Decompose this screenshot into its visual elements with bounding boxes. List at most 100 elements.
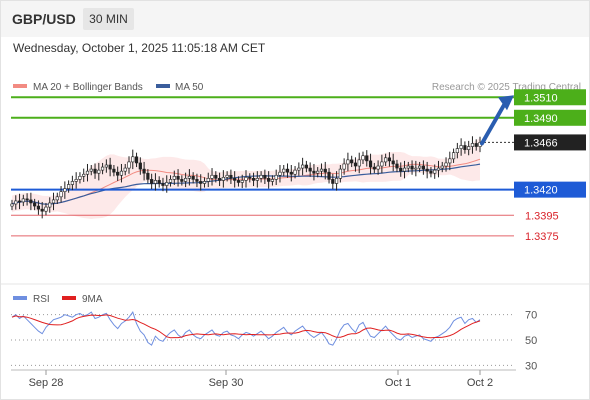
candle	[116, 166, 120, 181]
candle	[357, 152, 361, 174]
candle	[221, 170, 225, 188]
candle	[176, 169, 180, 187]
candle	[297, 162, 301, 176]
candle-body	[214, 174, 218, 179]
candle-body	[25, 198, 29, 201]
candle	[470, 136, 475, 154]
candle-body	[187, 175, 191, 179]
candle-body	[63, 188, 67, 192]
candle	[48, 197, 52, 213]
candle	[278, 165, 282, 183]
candle	[70, 175, 74, 191]
candle	[316, 167, 320, 178]
rsi-legend-label: RSI	[33, 294, 50, 305]
candle-body	[206, 178, 210, 182]
candle	[59, 186, 63, 203]
candle	[293, 166, 297, 179]
candle	[459, 138, 463, 156]
candle	[444, 157, 448, 172]
candle	[108, 157, 112, 177]
candle	[255, 171, 259, 188]
candle	[342, 158, 346, 175]
candle	[334, 171, 339, 191]
rsi-legend-swatch	[13, 296, 27, 300]
candle-body	[361, 155, 365, 161]
candle	[244, 170, 248, 188]
candle	[127, 156, 131, 174]
datetime-label: Wednesday, October 1, 2025 11:05:18 AM C…	[13, 41, 266, 55]
candle	[433, 164, 437, 179]
candle-body	[36, 205, 41, 210]
candle-body	[142, 168, 146, 174]
level-tag	[514, 181, 586, 198]
rsi-line	[11, 311, 481, 346]
candle-body	[67, 184, 71, 189]
candle-body	[29, 199, 33, 204]
candle-body	[406, 165, 410, 169]
candle	[206, 172, 210, 188]
candle	[172, 170, 176, 186]
candle	[153, 173, 158, 191]
candle	[97, 162, 101, 181]
candle-body	[380, 161, 384, 167]
rsi-ma-line	[11, 314, 481, 339]
candle	[467, 140, 471, 156]
candle	[14, 195, 18, 210]
candle-body	[153, 180, 158, 184]
candle-body	[93, 168, 97, 174]
candle-body	[240, 180, 244, 183]
credit-label: Research © 2025 Trading Central	[432, 82, 581, 93]
candle-body	[301, 164, 305, 169]
candle-body	[104, 164, 108, 168]
candle-body	[414, 167, 418, 170]
candle	[414, 160, 418, 177]
candle	[274, 169, 278, 186]
candle-body	[138, 162, 142, 170]
target-arrow-shaft	[480, 101, 507, 146]
candle-body	[368, 160, 373, 168]
rsi-tick-label: 50	[525, 335, 537, 347]
candle	[180, 175, 184, 186]
candle	[85, 163, 90, 182]
candle-body	[172, 175, 176, 180]
candle	[184, 172, 188, 188]
candle-body	[161, 183, 165, 186]
candle-body	[33, 202, 37, 207]
candle	[361, 151, 365, 164]
timeframe-button[interactable]: 30 MIN	[83, 8, 134, 30]
candle	[368, 153, 373, 175]
candle-body	[44, 206, 48, 212]
candle-body	[285, 168, 290, 173]
candle-body	[116, 171, 120, 176]
candle-body	[259, 174, 263, 179]
level-label: 1.3420	[524, 185, 558, 197]
level-label: 1.3395	[525, 210, 559, 222]
candle-body	[444, 162, 448, 167]
candle	[104, 159, 108, 173]
candle	[157, 176, 161, 188]
candle	[282, 165, 286, 177]
candle-body	[10, 203, 14, 207]
x-tick-label: Sep 30	[209, 377, 244, 389]
candle-body	[372, 166, 376, 170]
x-tick-label: Oct 1	[385, 377, 411, 389]
candle-body	[470, 143, 475, 147]
candle	[93, 163, 97, 179]
rsi-ma-legend-swatch	[62, 296, 76, 300]
candle-body	[376, 165, 380, 170]
candle-body	[463, 145, 467, 150]
candle-body	[346, 159, 350, 165]
candle-body	[459, 145, 463, 149]
candle	[259, 171, 263, 183]
candle-body	[21, 198, 25, 203]
candle-body	[387, 157, 392, 162]
candle	[168, 175, 173, 187]
candle	[100, 162, 105, 175]
candle-body	[229, 174, 233, 179]
candle	[202, 177, 207, 188]
candle-body	[425, 168, 429, 172]
candle	[267, 171, 271, 189]
x-tick-label: Oct 2	[467, 377, 493, 389]
candle	[51, 192, 56, 211]
